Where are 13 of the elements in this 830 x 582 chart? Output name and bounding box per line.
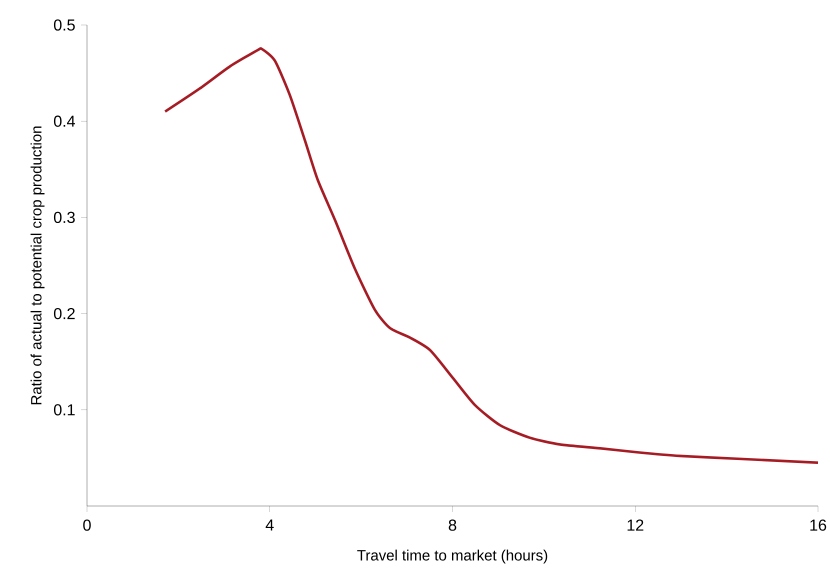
y-tick-label: 0.1 bbox=[54, 404, 75, 416]
y-tick-label: 0.5 bbox=[54, 19, 75, 31]
x-tick-label: 16 bbox=[810, 520, 826, 531]
x-tick-label: 12 bbox=[628, 520, 644, 531]
y-tick-label: 0.3 bbox=[54, 212, 75, 224]
y-tick-label: 0.4 bbox=[54, 116, 76, 127]
x-tick-label: 8 bbox=[448, 520, 456, 531]
x-tick-label: 0 bbox=[83, 520, 91, 531]
y-tick-label: 0.2 bbox=[54, 308, 75, 320]
x-axis-title: Travel time to market (hours) bbox=[357, 550, 548, 564]
x-tick-label: 4 bbox=[266, 520, 274, 530]
y-axis-title: Ratio of actual to potential crop production bbox=[30, 126, 44, 404]
line-series bbox=[164, 48, 820, 464]
